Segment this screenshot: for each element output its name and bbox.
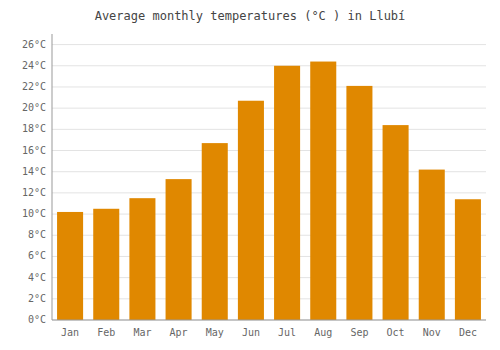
bar — [310, 62, 336, 320]
bar — [93, 209, 119, 320]
bar — [166, 179, 192, 320]
bar — [455, 199, 481, 320]
grid-line — [52, 86, 486, 87]
y-tick-label: 2°C — [28, 293, 46, 304]
grid-line — [52, 108, 486, 109]
y-tick-label: 16°C — [22, 145, 46, 156]
x-axis-line — [52, 320, 486, 321]
bar — [346, 86, 372, 320]
x-tick-label: May — [206, 327, 224, 338]
bar — [202, 143, 228, 320]
y-tick-label: 26°C — [22, 39, 46, 50]
bar — [419, 170, 445, 320]
x-tick-label: Dec — [459, 327, 477, 338]
x-tick-label: Mar — [133, 327, 151, 338]
bar — [238, 101, 264, 320]
y-tick-label: 18°C — [22, 123, 46, 134]
x-tick-label: Jul — [278, 327, 296, 338]
y-tick-label: 12°C — [22, 187, 46, 198]
grid — [52, 45, 486, 320]
x-tick-label: Apr — [170, 327, 188, 338]
y-tick-label: 10°C — [22, 208, 46, 219]
bar — [57, 212, 83, 320]
bars — [57, 62, 481, 320]
y-tick-label: 22°C — [22, 81, 46, 92]
grid-line — [52, 65, 486, 66]
grid-line — [52, 129, 486, 130]
grid-line — [52, 150, 486, 151]
bar — [129, 198, 155, 320]
y-tick-label: 14°C — [22, 166, 46, 177]
page: {"chart_data": {"type": "bar", "title": … — [0, 0, 500, 350]
x-tick-label: Feb — [97, 327, 115, 338]
axes — [52, 34, 486, 320]
x-tick-label: Nov — [423, 327, 441, 338]
title: Average monthly temperatures (°C ) in Ll… — [95, 9, 406, 23]
y-axis-line — [52, 34, 53, 320]
y-tick-label: 0°C — [28, 314, 46, 325]
chart: 0°C 2°C 4°C 6°C 8°C 10°C 12°C 14°C 16°C 18°C 20°C 2… — [0, 0, 500, 350]
bar — [383, 125, 409, 320]
grid-line — [52, 44, 486, 45]
y-tick-label: 24°C — [22, 60, 46, 71]
x-tick-label: Aug — [314, 327, 332, 338]
grid-line — [52, 320, 486, 321]
bar — [274, 66, 300, 320]
x-ticks: Jan Feb Mar Apr May Jun Jul Aug Sep Oct Nov Dec — [61, 327, 477, 338]
x-tick-label: Jan — [61, 327, 79, 338]
x-tick-label: Oct — [387, 327, 405, 338]
y-tick-label: 6°C — [28, 250, 46, 261]
y-tick-label: 20°C — [22, 102, 46, 113]
x-tick-label: Sep — [350, 327, 368, 338]
x-tick-label: Jun — [242, 327, 260, 338]
y-ticks: 0°C 2°C 4°C 6°C 8°C 10°C 12°C 14°C 16°C 18°C 20°C 2… — [22, 39, 46, 325]
y-tick-label: 8°C — [28, 229, 46, 240]
y-tick-label: 4°C — [28, 272, 46, 283]
